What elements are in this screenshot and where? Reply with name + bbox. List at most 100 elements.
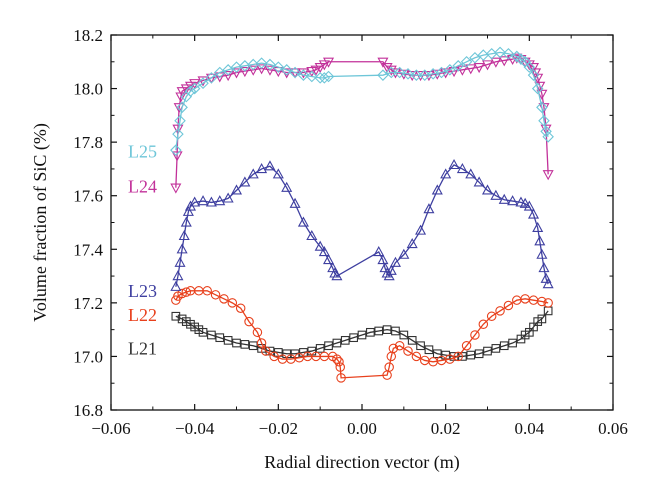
data-point-diamond xyxy=(174,114,186,127)
data-point-square xyxy=(432,349,442,359)
data-point-triangle-down xyxy=(171,151,183,162)
data-point-circle xyxy=(252,327,263,338)
data-point-circle xyxy=(445,354,455,364)
series-l23 xyxy=(170,158,554,291)
data-point-triangle-down xyxy=(222,71,234,82)
data-point-diamond xyxy=(494,46,506,59)
data-point-circle xyxy=(411,351,422,362)
plot-area xyxy=(170,46,554,383)
data-point-triangle xyxy=(197,195,209,206)
data-point-triangle-down xyxy=(542,170,554,181)
data-point-triangle xyxy=(538,262,550,273)
data-point-diamond xyxy=(527,69,540,81)
x-tick-label: −0.04 xyxy=(175,419,215,438)
data-point-circle xyxy=(177,288,187,299)
data-point-triangle xyxy=(281,181,293,192)
data-point-triangle xyxy=(507,195,519,206)
data-point-diamond xyxy=(322,70,335,83)
data-point-square xyxy=(491,344,501,353)
data-point-circle xyxy=(334,357,344,367)
data-point-triangle xyxy=(473,176,485,187)
data-point-square xyxy=(332,338,342,348)
data-point-diamond xyxy=(538,114,550,127)
data-point-square xyxy=(340,336,350,345)
series-labels: L21 L22 L23 L24 L25 xyxy=(128,142,157,359)
data-point-diamond xyxy=(540,125,552,138)
series-line xyxy=(175,57,549,188)
data-point-circle xyxy=(478,319,489,330)
data-point-diamond xyxy=(197,77,209,89)
data-point-triangle xyxy=(527,208,540,219)
data-point-triangle xyxy=(230,184,243,195)
data-point-diamond xyxy=(255,57,268,69)
data-point-triangle xyxy=(423,203,435,214)
x-tick-label: −0.02 xyxy=(259,419,298,438)
data-point-triangle-down xyxy=(180,84,192,95)
series-label-l23: L23 xyxy=(128,281,157,301)
data-point-triangle xyxy=(331,270,343,281)
data-point-diamond xyxy=(272,61,285,73)
y-tick-label: 17.0 xyxy=(73,347,103,366)
data-point-triangle xyxy=(247,168,259,179)
data-point-triangle xyxy=(239,176,251,187)
data-point-square xyxy=(223,336,233,345)
data-point-triangle-down xyxy=(318,60,330,71)
data-point-triangle-down xyxy=(381,62,393,74)
data-point-circle xyxy=(332,354,342,364)
data-point-circle xyxy=(336,373,346,383)
x-axis: −0.06 −0.04 −0.02 0.00 0.02 0.04 0.06 xyxy=(91,35,628,438)
data-point-circle xyxy=(219,294,229,304)
data-point-circle xyxy=(235,303,246,313)
data-point-circle xyxy=(461,340,472,351)
data-point-diamond xyxy=(469,51,481,64)
data-point-triangle xyxy=(172,270,184,281)
x-tick-label: 0.02 xyxy=(431,419,461,438)
data-point-triangle-down xyxy=(498,56,510,67)
data-point-diamond xyxy=(502,47,515,60)
data-point-circle xyxy=(384,362,394,372)
data-point-circle xyxy=(388,343,399,354)
data-point-triangle-down xyxy=(314,62,326,74)
data-point-triangle xyxy=(176,243,188,254)
data-point-triangle-down xyxy=(473,62,485,74)
data-point-triangle-down xyxy=(490,57,502,68)
data-point-diamond xyxy=(536,101,548,114)
y-tick-label: 18.0 xyxy=(73,80,103,99)
data-point-diamond xyxy=(188,82,201,95)
data-point-circle xyxy=(543,298,553,308)
data-point-diamond xyxy=(297,69,310,81)
data-point-diamond xyxy=(318,72,331,84)
data-point-square xyxy=(374,326,384,336)
data-point-triangle-down xyxy=(406,71,418,82)
data-point-triangle xyxy=(519,197,531,208)
data-point-square xyxy=(424,345,434,355)
data-point-square xyxy=(324,341,333,351)
y-axis: 16.8 17.0 17.2 17.4 17.6 17.8 18.0 18.2 xyxy=(73,26,613,420)
data-point-triangle xyxy=(456,162,468,174)
data-point-square xyxy=(382,325,392,334)
data-point-triangle xyxy=(178,229,190,241)
data-point-triangle-down xyxy=(176,87,188,98)
data-point-triangle xyxy=(431,184,443,195)
data-point-triangle xyxy=(481,184,494,195)
data-point-triangle-down xyxy=(189,79,201,90)
data-point-triangle xyxy=(490,189,502,200)
data-point-triangle-down xyxy=(172,124,184,135)
data-point-triangle xyxy=(498,193,510,204)
data-point-square xyxy=(407,336,417,345)
data-point-triangle xyxy=(323,254,335,265)
data-point-triangle xyxy=(214,195,226,206)
data-point-triangle-down xyxy=(377,57,389,68)
data-point-triangle xyxy=(174,256,186,267)
data-point-diamond xyxy=(176,101,188,114)
data-point-triangle xyxy=(373,246,385,257)
y-tick-label: 16.8 xyxy=(73,401,103,420)
data-point-square xyxy=(215,333,225,343)
data-point-triangle xyxy=(205,196,217,207)
data-point-circle xyxy=(335,362,345,372)
data-point-diamond xyxy=(460,56,473,68)
data-point-triangle xyxy=(306,229,318,241)
data-point-diamond xyxy=(222,64,234,76)
data-point-triangle-down xyxy=(431,69,443,80)
